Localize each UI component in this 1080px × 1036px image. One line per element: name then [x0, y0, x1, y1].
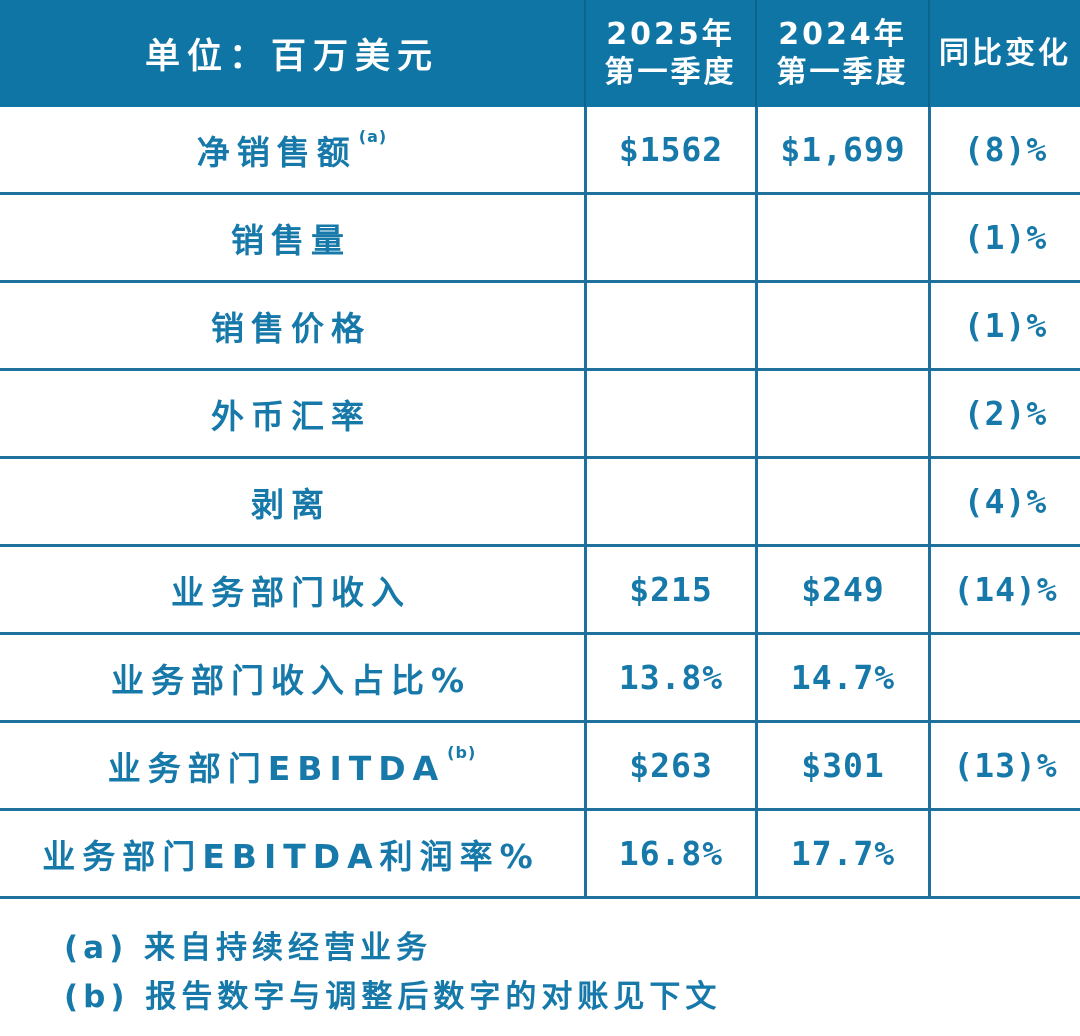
row-label: 销售量	[0, 195, 584, 280]
row-label: 剥离	[0, 459, 584, 544]
cell-2024-q1: $249	[755, 547, 928, 632]
row-label-text: 业务部门收入占比%	[110, 660, 472, 700]
header-yoy-change: 同比变化	[928, 0, 1080, 107]
cell-yoy: (1)%	[928, 283, 1080, 368]
table-row-sales-volume: 销售量 (1)%	[0, 195, 1080, 283]
row-label-text: 业务部门EBITDA	[107, 748, 446, 788]
row-label: 业务部门EBITDA利润率%	[0, 811, 584, 896]
cell-yoy	[928, 635, 1080, 720]
table-row-fx-rate: 外币汇率 (2)%	[0, 371, 1080, 459]
cell-2025-q1	[584, 283, 755, 368]
row-label-text: 销售价格	[211, 308, 371, 348]
footnote-a: (a) 来自持续经营业务	[64, 930, 433, 966]
row-label: 净销售额 (a)	[0, 107, 584, 192]
cell-yoy: (13)%	[928, 723, 1080, 808]
footnote-marker: (a)	[358, 127, 388, 146]
cell-2025-q1: $263	[584, 723, 755, 808]
cell-2025-q1: 13.8%	[584, 635, 755, 720]
cell-2024-q1	[755, 195, 928, 280]
cell-2024-q1	[755, 371, 928, 456]
cell-2025-q1: $215	[584, 547, 755, 632]
cell-2024-q1: 17.7%	[755, 811, 928, 896]
row-label: 业务部门收入占比%	[0, 635, 584, 720]
table-row-segment-income: 业务部门收入 $215 $249 (14)%	[0, 547, 1080, 635]
footnote-marker: (b)	[447, 743, 477, 762]
row-label-text: 剥离	[251, 484, 331, 524]
cell-yoy: (2)%	[928, 371, 1080, 456]
row-label-text: 业务部门EBITDA利润率%	[42, 836, 540, 876]
cell-2024-q1: $1,699	[755, 107, 928, 192]
cell-yoy: (8)%	[928, 107, 1080, 192]
cell-yoy: (1)%	[928, 195, 1080, 280]
unit-header-cell: 单位：百万美元	[144, 37, 439, 77]
cell-2025-q1	[584, 459, 755, 544]
row-label-text: 净销售额	[196, 132, 357, 172]
financial-table: 单位：百万美元 2025年 第一季度 2024年 第一季度 同比变化 净销售额(…	[0, 0, 1080, 899]
row-label: 销售价格	[0, 283, 584, 368]
row-label-text: 业务部门收入	[171, 572, 411, 612]
row-label: 业务部门EBITDA (b)	[0, 723, 584, 808]
row-label: 外币汇率	[0, 371, 584, 456]
cell-2025-q1	[584, 195, 755, 280]
cell-2024-q1: 14.7%	[755, 635, 928, 720]
row-label-text: 销售量	[231, 220, 351, 260]
cell-2025-q1	[584, 371, 755, 456]
table-row-segment-income-pct: 业务部门收入占比% 13.8% 14.7%	[0, 635, 1080, 723]
cell-2024-q1	[755, 283, 928, 368]
table-row-divestiture: 剥离 (4)%	[0, 459, 1080, 547]
cell-2024-q1: $301	[755, 723, 928, 808]
cell-yoy: (4)%	[928, 459, 1080, 544]
row-label-text: 外币汇率	[211, 396, 371, 436]
table-row-sales-price: 销售价格 (1)%	[0, 283, 1080, 371]
footnote-b: (b) 报告数字与调整后数字的对账见下文	[64, 979, 722, 1015]
cell-2025-q1: $1562	[584, 107, 755, 192]
table-row-segment-ebitda: 业务部门EBITDA (b) $263 $301 (13)%	[0, 723, 1080, 811]
row-label: 业务部门收入	[0, 547, 584, 632]
cell-yoy: (14)%	[928, 547, 1080, 632]
header-2024-q1: 2024年 第一季度	[755, 0, 928, 107]
table-header-row: 单位：百万美元 2025年 第一季度 2024年 第一季度 同比变化	[0, 0, 1080, 107]
table-row-net-sales: 净销售额 (a) $1562 $1,699 (8)%	[0, 107, 1080, 195]
footnotes: (a) 来自持续经营业务 (b) 报告数字与调整后数字的对账见下文	[0, 924, 1080, 1022]
cell-yoy	[928, 811, 1080, 896]
header-2025-q1: 2025年 第一季度	[584, 0, 755, 107]
cell-2025-q1: 16.8%	[584, 811, 755, 896]
cell-2024-q1	[755, 459, 928, 544]
table-row-segment-ebitda-margin: 业务部门EBITDA利润率% 16.8% 17.7%	[0, 811, 1080, 899]
